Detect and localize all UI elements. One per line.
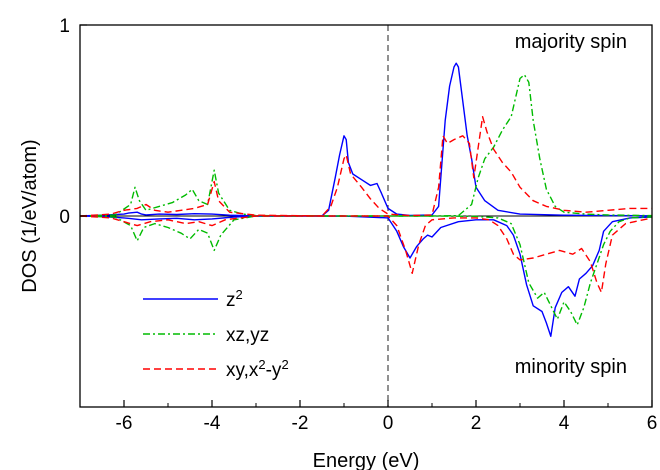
x-tick-label: 6 (647, 413, 658, 434)
x-tick-label: 0 (383, 413, 394, 434)
x-tick-label: -2 (292, 413, 309, 434)
series-3-minority-line (80, 215, 652, 294)
x-tick-label: -6 (116, 413, 133, 434)
x-tick-label: -4 (204, 413, 221, 434)
x-tick-label: 4 (559, 413, 570, 434)
series-2-majority-line (80, 73, 652, 217)
legend-label-1: z2 (226, 287, 243, 312)
series-1-majority-line (80, 62, 652, 217)
series-group (80, 62, 652, 337)
minority-spin-annotation: minority spin (515, 356, 627, 378)
legend: z2 xz,yz xy,x2-y2 (143, 287, 289, 382)
legend-label-2: xz,yz (226, 325, 269, 346)
legend-label-3: xy,x2-y2 (226, 357, 289, 382)
series-3-majority-line (80, 115, 652, 217)
y-tick-label: 0 (59, 207, 70, 228)
series-2-minority-line (80, 215, 652, 326)
series-1-minority-line (80, 215, 652, 337)
y-tick-label: 1 (59, 16, 70, 37)
tick-labels: -6 -4 -2 0 2 4 6 1 0 (59, 16, 657, 434)
majority-spin-annotation: majority spin (515, 31, 627, 53)
y-axis-title: DOS (1/eV/atom) (19, 139, 41, 292)
x-tick-label: 2 (471, 413, 482, 434)
x-axis-title: Energy (eV) (313, 450, 420, 470)
